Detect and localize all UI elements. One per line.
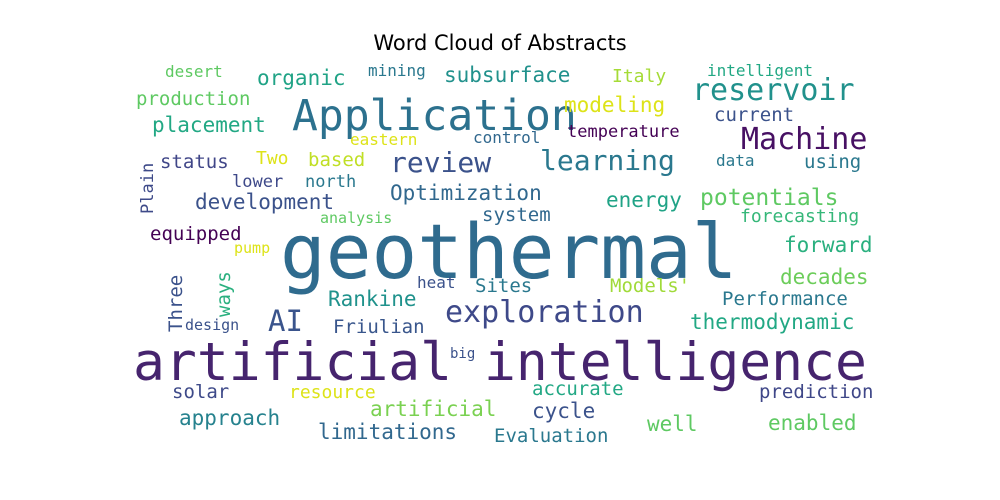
word: Three — [165, 275, 187, 332]
word: Sites — [475, 275, 532, 297]
word: modeling — [564, 93, 665, 117]
word: accurate — [532, 378, 624, 400]
word: temperature — [567, 122, 680, 142]
word: intelligent — [707, 61, 813, 80]
word: lower — [232, 172, 283, 192]
word: forecasting — [740, 206, 859, 227]
word: geothermal — [280, 207, 738, 296]
word: review — [390, 146, 491, 179]
word: using — [804, 151, 861, 173]
word: based — [308, 149, 365, 171]
word: forward — [784, 233, 873, 257]
word: ways — [213, 271, 235, 317]
word: AI — [268, 304, 303, 338]
word: Optimization — [390, 181, 542, 205]
word: Performance — [722, 288, 848, 310]
word: well — [647, 412, 698, 436]
word: mining — [368, 61, 426, 80]
word: equipped — [150, 223, 242, 245]
word: data — [716, 151, 755, 170]
word: decades — [780, 265, 869, 289]
word: reservoir — [692, 73, 855, 108]
word: big — [450, 346, 475, 362]
word: Two — [256, 148, 289, 169]
word: solar — [172, 381, 229, 403]
word: current — [714, 104, 794, 126]
chart-title: Word Cloud of Abstracts — [373, 31, 627, 55]
word: Italy — [612, 66, 666, 87]
word: cycle — [532, 399, 595, 423]
word: placement — [152, 113, 266, 137]
word: Machine — [741, 122, 867, 157]
word: pump — [234, 239, 270, 257]
word: desert — [165, 62, 223, 81]
word: control — [473, 128, 540, 147]
word: subsurface — [444, 63, 570, 87]
word: approach — [179, 406, 280, 430]
word: Plain — [138, 163, 158, 214]
word: design — [185, 316, 239, 334]
word: prediction — [759, 381, 873, 403]
word: status — [160, 151, 229, 173]
word: thermodynamic — [690, 310, 854, 334]
word: enabled — [768, 411, 857, 435]
word: Evaluation — [494, 425, 608, 447]
word: energy — [606, 188, 682, 212]
word: Models' — [610, 275, 690, 297]
word: artificial intelligence — [133, 332, 867, 393]
word: Application — [292, 91, 577, 141]
word: production — [136, 88, 250, 110]
word: organic — [257, 66, 346, 90]
word: Friulian — [333, 316, 425, 338]
word: heat — [417, 273, 456, 292]
word: eastern — [350, 130, 417, 149]
word: exploration — [445, 295, 644, 330]
word: learning — [540, 144, 675, 177]
word: north — [305, 172, 356, 192]
word: artificial — [370, 397, 496, 421]
word: analysis — [320, 209, 392, 227]
word: development — [195, 190, 334, 214]
word: Rankine — [328, 287, 417, 311]
word: potentials — [700, 185, 838, 211]
word: resource — [289, 382, 376, 403]
word: system — [482, 204, 551, 226]
word: limitations — [318, 420, 457, 444]
